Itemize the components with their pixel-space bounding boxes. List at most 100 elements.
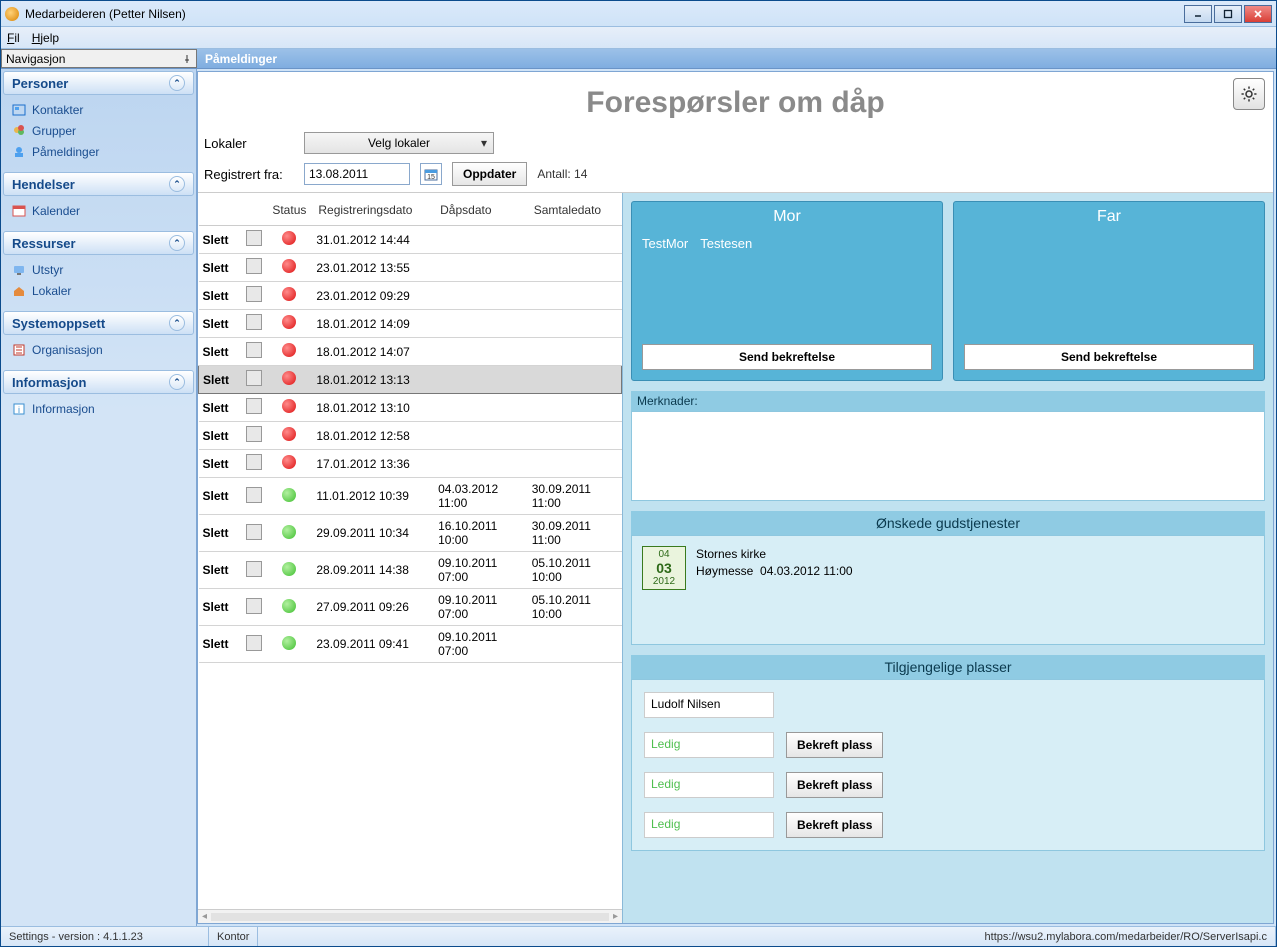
col-registrert[interactable]: Registreringsdato: [312, 193, 434, 226]
send-confirm-mother-button[interactable]: Send bekreftelse: [642, 344, 932, 370]
update-button[interactable]: Oppdater: [452, 162, 527, 186]
sidebar-group-ressurser[interactable]: Ressurser ⌃: [3, 231, 194, 255]
cell-dap: [434, 338, 528, 366]
row-detail-icon[interactable]: [246, 598, 262, 614]
calendar-picker-button[interactable]: 15: [420, 163, 442, 185]
sidebar-item-organisasjon[interactable]: Organisasjon: [9, 339, 188, 360]
table-row[interactable]: Slett23.09.2011 09:4109.10.2011 07:00: [199, 626, 622, 663]
delete-button[interactable]: Slett: [203, 261, 229, 275]
close-button[interactable]: [1244, 5, 1272, 23]
row-detail-icon[interactable]: [246, 524, 262, 540]
sidebar-item-kalender[interactable]: Kalender: [9, 200, 188, 221]
cell-samtale: [528, 450, 622, 478]
sidebar-item-grupper[interactable]: Grupper: [9, 120, 188, 141]
row-detail-icon[interactable]: [246, 635, 262, 651]
delete-button[interactable]: Slett: [203, 345, 229, 359]
sidebar-group-informasjon[interactable]: Informasjon ⌃: [3, 370, 194, 394]
col-samtale[interactable]: Samtaledato: [528, 193, 622, 226]
minimize-button[interactable]: [1184, 5, 1212, 23]
row-detail-icon[interactable]: [246, 230, 262, 246]
delete-button[interactable]: Slett: [203, 600, 229, 614]
confirm-slot-button[interactable]: Bekreft plass: [786, 772, 883, 798]
row-detail-icon[interactable]: [246, 487, 262, 503]
sidebar-group-label: Systemoppsett: [12, 316, 105, 331]
father-title: Far: [954, 202, 1264, 232]
row-detail-icon[interactable]: [246, 454, 262, 470]
svg-text:i: i: [18, 405, 20, 415]
menu-help[interactable]: Hjelp: [32, 31, 59, 45]
table-row[interactable]: Slett29.09.2011 10:3416.10.2011 10:0030.…: [199, 515, 622, 552]
table-row[interactable]: Slett23.01.2012 13:55: [199, 254, 622, 282]
table-row[interactable]: Slett23.01.2012 09:29: [199, 282, 622, 310]
sidebar-group-label: Personer: [12, 76, 68, 91]
delete-button[interactable]: Slett: [203, 637, 229, 651]
row-detail-icon[interactable]: [246, 398, 262, 414]
sidebar-item-pameldinger[interactable]: Påmeldinger: [9, 141, 188, 162]
lokaler-dropdown[interactable]: Velg lokaler: [304, 132, 494, 154]
row-detail-icon[interactable]: [246, 561, 262, 577]
sidebar-group-hendelser[interactable]: Hendelser ⌃: [3, 172, 194, 196]
row-detail-icon[interactable]: [246, 370, 262, 386]
confirm-slot-button[interactable]: Bekreft plass: [786, 812, 883, 838]
table-row[interactable]: Slett18.01.2012 12:58: [199, 422, 622, 450]
pin-icon[interactable]: [182, 54, 192, 64]
table-row[interactable]: Slett11.01.2012 10:3904.03.2012 11:0030.…: [199, 478, 622, 515]
sidebar-item-kontakter[interactable]: Kontakter: [9, 99, 188, 120]
sidebar-item-utstyr[interactable]: Utstyr: [9, 259, 188, 280]
delete-button[interactable]: Slett: [203, 563, 229, 577]
horizontal-scrollbar[interactable]: ◂▸: [198, 909, 622, 923]
delete-button[interactable]: Slett: [203, 401, 229, 415]
delete-button[interactable]: Slett: [203, 289, 229, 303]
sidebar-group-systemoppsett[interactable]: Systemoppsett ⌃: [3, 311, 194, 335]
date-from-input[interactable]: [304, 163, 410, 185]
row-detail-icon[interactable]: [246, 426, 262, 442]
table-row[interactable]: Slett28.09.2011 14:3809.10.2011 07:0005.…: [199, 552, 622, 589]
delete-button[interactable]: Slett: [203, 429, 229, 443]
mother-firstname: TestMor: [642, 236, 688, 330]
table-row[interactable]: Slett 17.01.2012 13:36: [199, 450, 622, 478]
delete-button[interactable]: Slett: [203, 526, 229, 540]
row-detail-icon[interactable]: [246, 286, 262, 302]
settings-button[interactable]: [1233, 78, 1265, 110]
status-dot-icon: [282, 562, 296, 576]
wish-item[interactable]: 04 03 2012 Stornes kirke Høymesse 04.03.…: [631, 535, 1265, 645]
confirm-slot-button[interactable]: Bekreft plass: [786, 732, 883, 758]
sidebar-item-informasjon[interactable]: i Informasjon: [9, 398, 188, 419]
send-confirm-father-button[interactable]: Send bekreftelse: [964, 344, 1254, 370]
sidebar-item-lokaler[interactable]: Lokaler: [9, 280, 188, 301]
table-row[interactable]: Slett18.01.2012 13:10: [199, 394, 622, 422]
content-tab[interactable]: Påmeldinger: [197, 49, 1276, 68]
table-row[interactable]: Slett31.01.2012 14:44: [199, 226, 622, 254]
row-detail-icon[interactable]: [246, 342, 262, 358]
sidebar-group-personer[interactable]: Personer ⌃: [3, 71, 194, 95]
delete-button[interactable]: Slett: [203, 233, 229, 247]
wish-datetime: 04.03.2012 11:00: [760, 564, 853, 578]
wishes-section: Ønskede gudstjenester 04 03 2012 Stornes…: [631, 511, 1265, 645]
row-detail-icon[interactable]: [246, 258, 262, 274]
date-chip: 04 03 2012: [642, 546, 686, 590]
table-row[interactable]: Slett 18.01.2012 14:07: [199, 338, 622, 366]
delete-button[interactable]: Slett: [203, 457, 229, 471]
scroll-left-icon[interactable]: ◂: [202, 911, 207, 922]
cell-samtale: [528, 366, 622, 394]
menu-file[interactable]: Fil: [7, 31, 20, 45]
col-status[interactable]: Status: [266, 193, 312, 226]
row-detail-icon[interactable]: [246, 314, 262, 330]
notes-textarea[interactable]: [631, 411, 1265, 501]
delete-button[interactable]: Slett: [203, 489, 229, 503]
col-dap[interactable]: Dåpsdato: [434, 193, 528, 226]
table-row[interactable]: Slett18.01.2012 13:13: [199, 366, 622, 394]
table-row[interactable]: Slett18.01.2012 14:09: [199, 310, 622, 338]
delete-button[interactable]: Slett: [203, 317, 229, 331]
nav-panel-header[interactable]: Navigasjon: [1, 49, 197, 68]
maximize-button[interactable]: [1214, 5, 1242, 23]
sidebar-item-label: Informasjon: [32, 402, 95, 416]
cell-registrert: 18.01.2012 14:07: [312, 338, 434, 366]
cell-registrert: 17.01.2012 13:36: [312, 450, 434, 478]
app-icon: [5, 7, 19, 21]
delete-button[interactable]: Slett: [203, 373, 229, 387]
sidebar-item-label: Lokaler: [32, 284, 71, 298]
calendar-icon: 15: [424, 167, 438, 181]
table-row[interactable]: Slett27.09.2011 09:2609.10.2011 07:0005.…: [199, 589, 622, 626]
scroll-right-icon[interactable]: ▸: [613, 911, 618, 922]
